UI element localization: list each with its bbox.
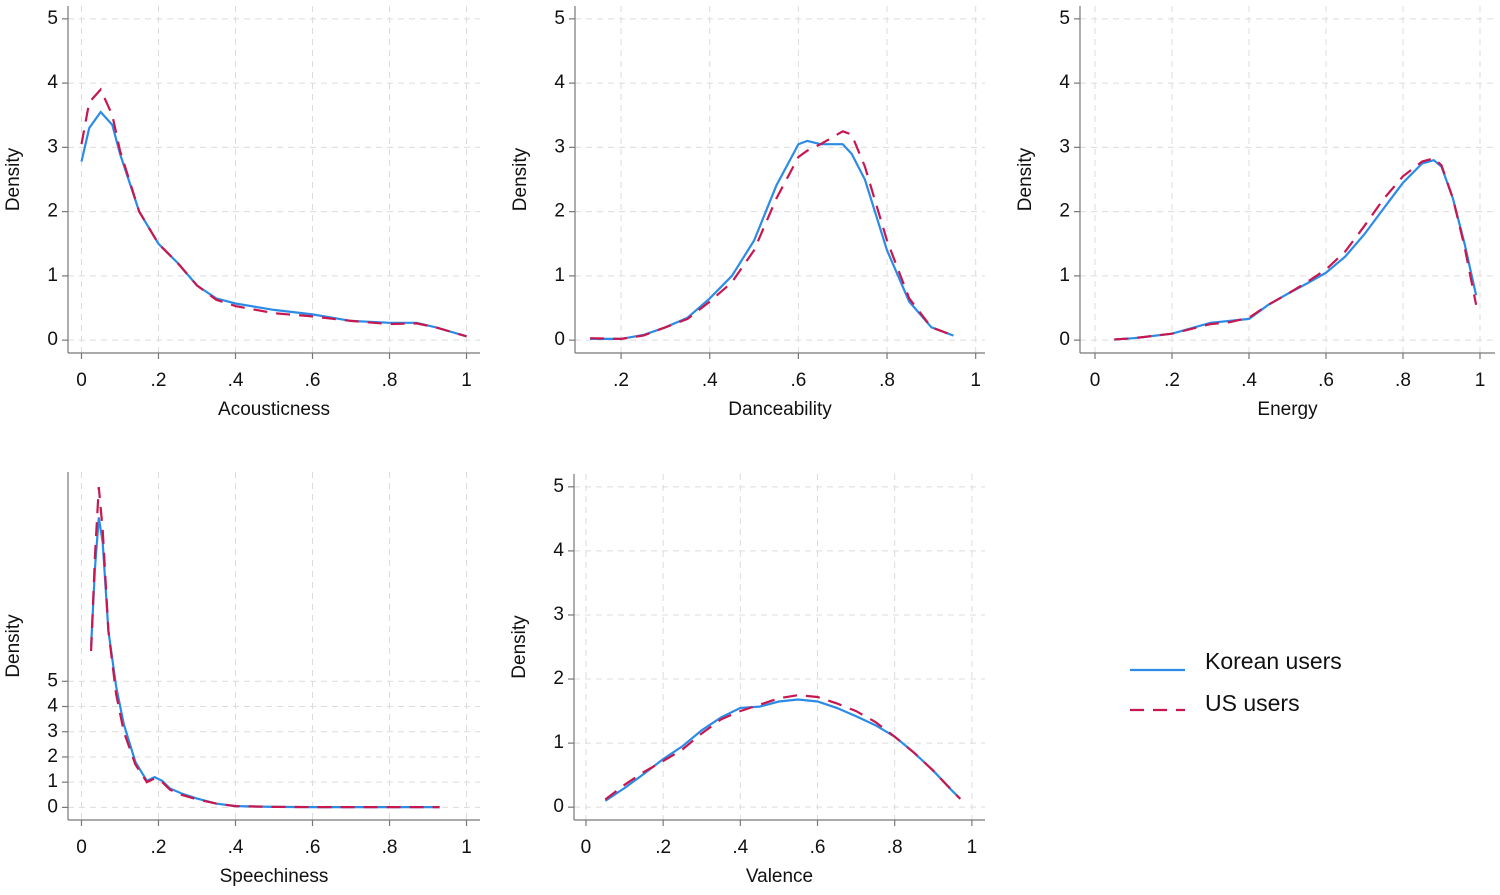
density-line [80, 110, 467, 338]
y-tick-label: 0 [47, 796, 58, 817]
density-line [590, 139, 954, 340]
y-tick-label: 5 [553, 476, 564, 497]
y-tick-label: 0 [553, 796, 564, 817]
density-line [90, 487, 440, 809]
x-tick-label: 0 [76, 837, 87, 858]
x-axis-label: Valence [746, 866, 813, 887]
x-tick-label: .4 [1241, 370, 1257, 391]
x-tick-label: .6 [810, 837, 826, 858]
y-tick-label: 1 [47, 265, 58, 286]
x-tick-label: 0 [581, 837, 592, 858]
legend-label: US users [1205, 690, 1300, 716]
x-tick-label: .8 [1395, 370, 1411, 391]
y-tick-label: 4 [554, 72, 565, 93]
y-tick-label: 2 [1059, 201, 1070, 222]
x-tick-label: .4 [228, 370, 244, 391]
x-tick-label: .8 [887, 837, 903, 858]
x-tick-label: 1 [1475, 370, 1486, 391]
y-axis-label: Density [1015, 147, 1036, 211]
y-axis-label: Density [510, 147, 531, 211]
y-tick-label: 0 [554, 329, 565, 350]
legend-label: Korean users [1205, 648, 1342, 674]
y-tick-label: 2 [554, 201, 565, 222]
y-axis-label: Density [3, 147, 24, 211]
density-line [590, 130, 954, 341]
y-tick-label: 1 [47, 771, 58, 792]
y-tick-label: 2 [47, 201, 58, 222]
x-tick-label: .2 [151, 837, 167, 858]
y-tick-label: 3 [1059, 136, 1070, 157]
density-line [1114, 157, 1478, 341]
y-tick-label: 1 [1059, 265, 1070, 286]
x-tick-label: 1 [967, 837, 978, 858]
x-tick-label: .8 [382, 370, 398, 391]
x-tick-label: .2 [613, 370, 629, 391]
y-tick-label: 2 [553, 668, 564, 689]
x-tick-label: .6 [305, 837, 321, 858]
x-tick-label: 0 [1090, 370, 1101, 391]
density-line [604, 693, 962, 801]
x-tick-label: 1 [461, 837, 472, 858]
y-tick-label: 0 [1059, 329, 1070, 350]
x-tick-label: .2 [655, 837, 671, 858]
x-tick-label: .6 [1318, 370, 1334, 391]
y-tick-label: 2 [47, 746, 58, 767]
y-tick-label: 1 [554, 265, 565, 286]
y-axis-label: Density [3, 614, 24, 678]
density-line [604, 698, 962, 802]
x-tick-label: .2 [1164, 370, 1180, 391]
y-tick-label: 3 [553, 604, 564, 625]
x-tick-label: 1 [970, 370, 981, 391]
x-axis-label: Energy [1257, 399, 1318, 420]
y-tick-label: 5 [554, 8, 565, 29]
x-tick-label: .8 [382, 837, 398, 858]
density-line [90, 517, 440, 809]
y-tick-label: 4 [47, 72, 58, 93]
x-tick-label: .4 [702, 370, 718, 391]
y-tick-label: 5 [47, 8, 58, 29]
x-tick-label: .2 [151, 370, 167, 391]
y-tick-label: 3 [47, 136, 58, 157]
x-axis-label: Danceability [728, 399, 832, 420]
y-tick-label: 4 [553, 540, 564, 561]
x-axis-label: Speechiness [220, 866, 329, 887]
y-tick-label: 3 [554, 136, 565, 157]
y-axis-label: Density [509, 615, 530, 679]
density-line [1114, 158, 1478, 341]
x-tick-label: 0 [76, 370, 87, 391]
y-tick-label: 5 [1059, 8, 1070, 29]
density-line [80, 87, 467, 338]
x-tick-label: .8 [879, 370, 895, 391]
y-tick-label: 4 [1059, 72, 1070, 93]
y-tick-label: 4 [47, 696, 58, 717]
x-tick-label: .4 [732, 837, 748, 858]
x-tick-label: .6 [305, 370, 321, 391]
y-tick-label: 1 [553, 732, 564, 753]
x-tick-label: .4 [228, 837, 244, 858]
y-tick-label: 5 [47, 670, 58, 691]
x-tick-label: .6 [790, 370, 806, 391]
y-tick-label: 0 [47, 329, 58, 350]
x-tick-label: 1 [461, 370, 472, 391]
y-tick-label: 3 [47, 721, 58, 742]
x-axis-label: Acousticness [218, 399, 330, 420]
